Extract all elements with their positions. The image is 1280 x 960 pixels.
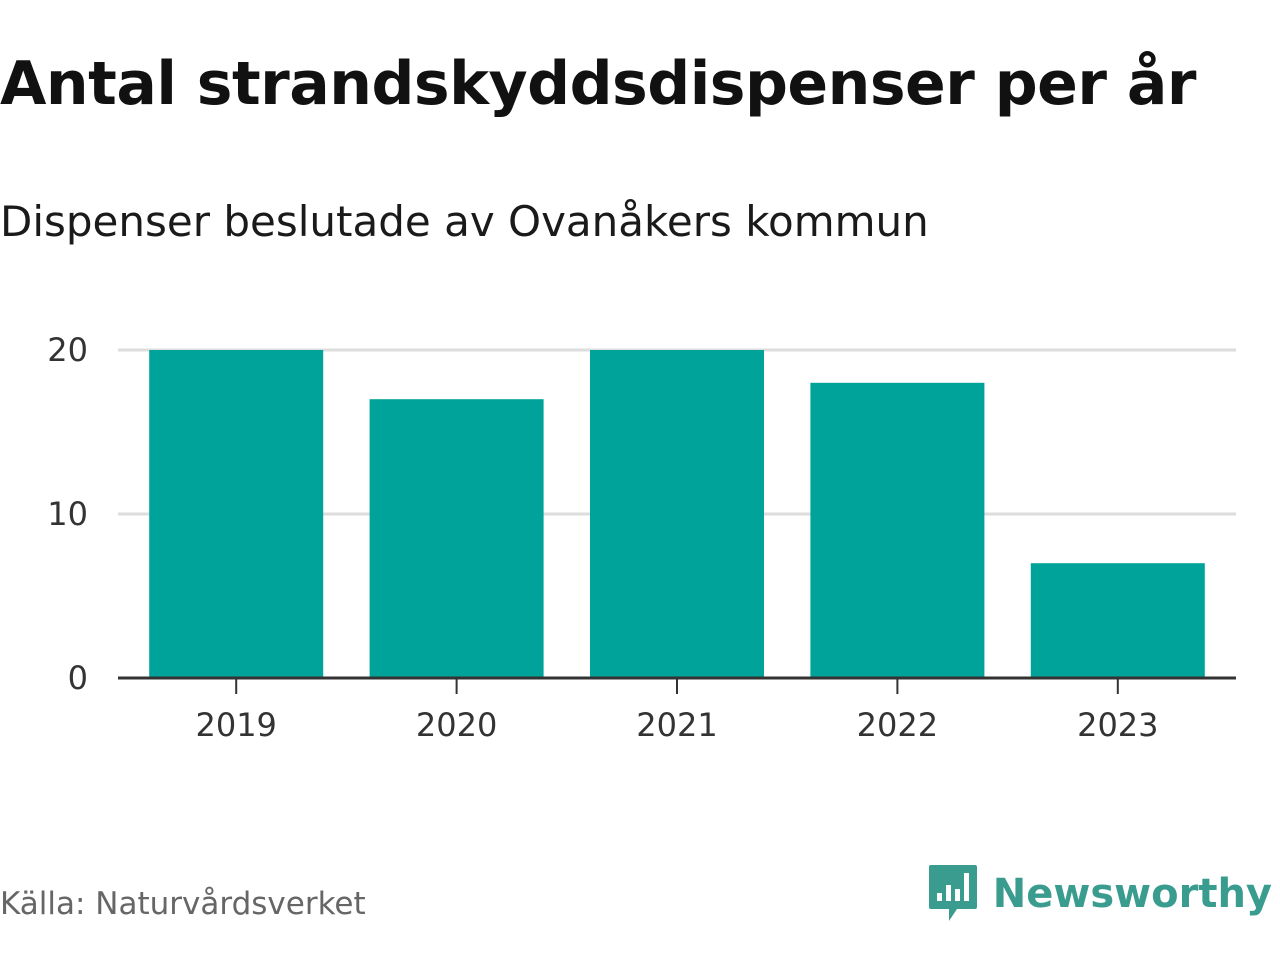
y-tick-label: 0 bbox=[68, 659, 88, 697]
chart-subtitle: Dispenser beslutade av Ovanåkers kommun bbox=[0, 197, 929, 246]
x-tick-label: 2020 bbox=[416, 706, 497, 744]
chart-title: Antal strandskyddsdispenser per år bbox=[0, 49, 1196, 119]
x-tick-label: 2019 bbox=[195, 706, 276, 744]
source-note: Källa: Naturvårdsverket bbox=[0, 886, 366, 922]
bar-2021 bbox=[590, 350, 764, 678]
y-tick-label: 20 bbox=[47, 331, 88, 369]
x-tick-label: 2022 bbox=[857, 706, 938, 744]
x-tick-label: 2021 bbox=[636, 706, 717, 744]
newsworthy-logo-icon bbox=[928, 865, 977, 921]
bar-2020 bbox=[369, 399, 544, 678]
bar-2019 bbox=[149, 350, 324, 678]
x-tick-label: 2023 bbox=[1077, 706, 1158, 744]
brand-name: Newsworthy bbox=[992, 871, 1272, 917]
bar-chart: 0 10 20 2019 2020 2021 2022 2023 bbox=[47, 331, 1236, 744]
bar-2022 bbox=[810, 382, 985, 678]
y-tick-label: 10 bbox=[47, 495, 88, 533]
bar-2023 bbox=[1030, 563, 1205, 678]
brand-logo: Newsworthy bbox=[927, 862, 1272, 926]
